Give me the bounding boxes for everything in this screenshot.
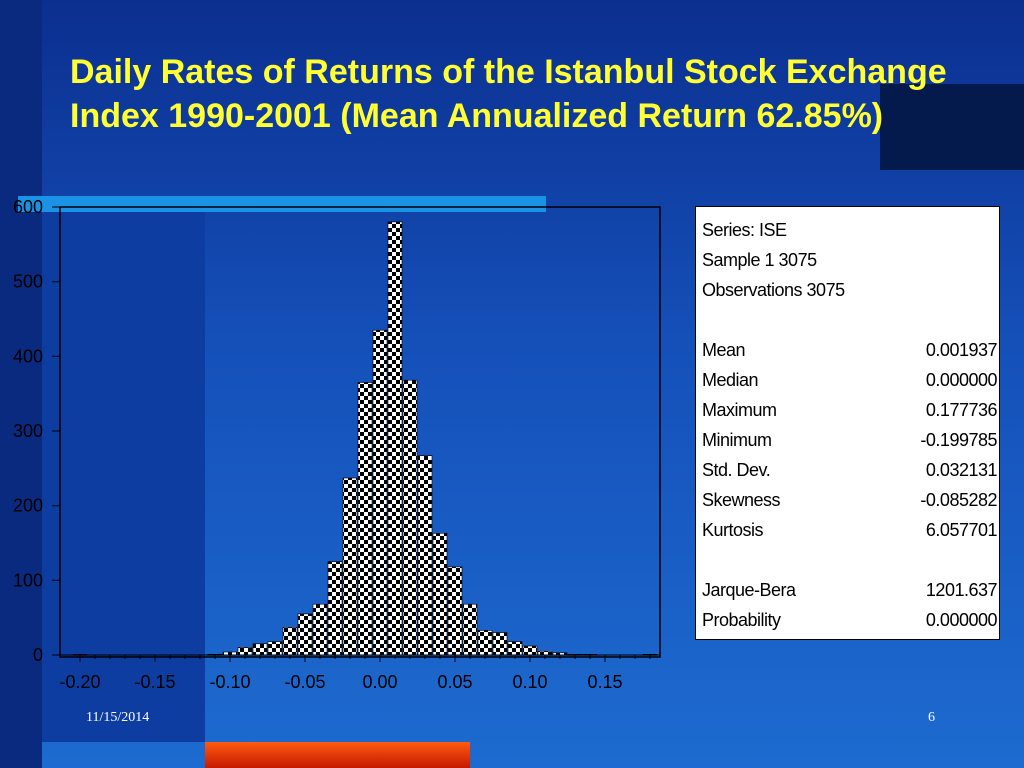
y-tick-label: 300 <box>13 421 43 441</box>
histogram-bar <box>462 603 478 656</box>
stats-label: Skewness <box>702 490 781 510</box>
histogram-bar <box>447 566 463 656</box>
y-tick-label: 100 <box>13 570 43 590</box>
histogram-bar <box>387 221 403 656</box>
stats-label: Kurtosis <box>702 520 764 540</box>
histogram-bar <box>537 650 553 656</box>
histogram-bar <box>237 647 253 656</box>
stats-label: Std. Dev. <box>702 460 771 480</box>
stats-spacer <box>702 305 997 335</box>
inner-decoration-block <box>42 212 205 742</box>
histogram-bar <box>267 641 283 656</box>
histogram-bar <box>507 641 523 656</box>
histogram-bar <box>327 561 343 656</box>
x-tick-label: 0.05 <box>437 672 472 692</box>
histogram-bars <box>72 221 658 656</box>
x-tick-label: -0.10 <box>209 672 250 692</box>
stats-label: Mean <box>702 340 746 360</box>
stats-row: Jarque-Bera 1201.637 <box>702 575 998 605</box>
histogram-bar <box>342 477 358 656</box>
stats-value: 0.177736 <box>925 400 998 420</box>
y-tick-label: 200 <box>13 496 43 516</box>
stats-row: Probability 0.000000 <box>702 605 998 635</box>
y-tick-label: 400 <box>13 346 43 366</box>
histogram-bar <box>372 329 388 656</box>
x-axis: -0.20 -0.15 -0.10 -0.05 0.00 0.05 0.10 0.15 <box>59 654 660 692</box>
page-number: 6 <box>928 710 935 725</box>
histogram-bar <box>252 643 268 656</box>
orange-decoration-bar <box>205 742 470 768</box>
stats-value: 0.032131 <box>925 460 998 480</box>
slide-title: Daily Rates of Returns of the Istanbul S… <box>70 53 947 135</box>
plot-frame <box>59 206 661 658</box>
stats-row: Kurtosis 6.057701 <box>702 515 998 545</box>
stats-row: Maximum 0.177736 <box>702 395 998 425</box>
stats-sample: Sample 1 3075 <box>702 250 817 270</box>
statistics-panel: Series: ISE Sample 1 3075 Observations 3… <box>695 206 1000 640</box>
x-tick-label: -0.20 <box>59 672 100 692</box>
stats-row: Mean 0.001937 <box>702 335 998 365</box>
y-tick-label: 0 <box>33 645 43 665</box>
x-tick-label: 0.15 <box>587 672 622 692</box>
accent-band <box>18 196 546 212</box>
histogram-bar <box>402 379 418 656</box>
histogram-bar <box>522 645 538 656</box>
stats-label: Maximum <box>702 400 777 420</box>
histogram-bar <box>297 613 313 656</box>
stats-observations: Observations 3075 <box>702 280 845 300</box>
stats-label: Jarque-Bera <box>702 580 796 600</box>
histogram-bar <box>492 632 508 656</box>
stats-label: Probability <box>702 610 781 630</box>
histogram-bar <box>417 455 433 656</box>
stats-value: -0.085282 <box>920 490 997 510</box>
stats-series: Series: ISE <box>702 220 787 240</box>
histogram-bar <box>432 532 448 656</box>
y-axis: 0 100 200 300 400 500 600 <box>13 197 60 665</box>
y-tick-label: 500 <box>13 272 43 292</box>
x-tick-label: -0.05 <box>284 672 325 692</box>
stats-value: 1201.637 <box>925 580 998 600</box>
histogram-bar <box>312 603 328 656</box>
histogram-bar <box>357 382 373 656</box>
y-tick-label: 600 <box>13 197 43 217</box>
stats-row: Minimum -0.199785 <box>702 425 997 455</box>
stats-value: 0.001937 <box>925 340 998 360</box>
left-decoration-strip <box>0 0 42 768</box>
stats-row: Std. Dev. 0.032131 <box>702 455 998 485</box>
x-tick-label: 0.00 <box>362 672 397 692</box>
x-tick-label: -0.15 <box>134 672 175 692</box>
dark-decoration-block <box>880 84 1024 170</box>
histogram-bar <box>477 630 493 656</box>
footer-date: 11/15/2014 <box>86 710 150 725</box>
stats-row: Median 0.000000 <box>702 365 998 395</box>
x-tick-label: 0.10 <box>512 672 547 692</box>
stats-row: Skewness -0.085282 <box>702 485 997 515</box>
stats-spacer <box>702 545 997 575</box>
histogram-bar <box>282 627 298 656</box>
stats-value: 0.000000 <box>925 610 998 630</box>
stats-label: Median <box>702 370 759 390</box>
stats-label: Minimum <box>702 430 772 450</box>
stats-value: -0.199785 <box>920 430 997 450</box>
stats-value: 6.057701 <box>925 520 998 540</box>
stats-value: 0.000000 <box>925 370 998 390</box>
